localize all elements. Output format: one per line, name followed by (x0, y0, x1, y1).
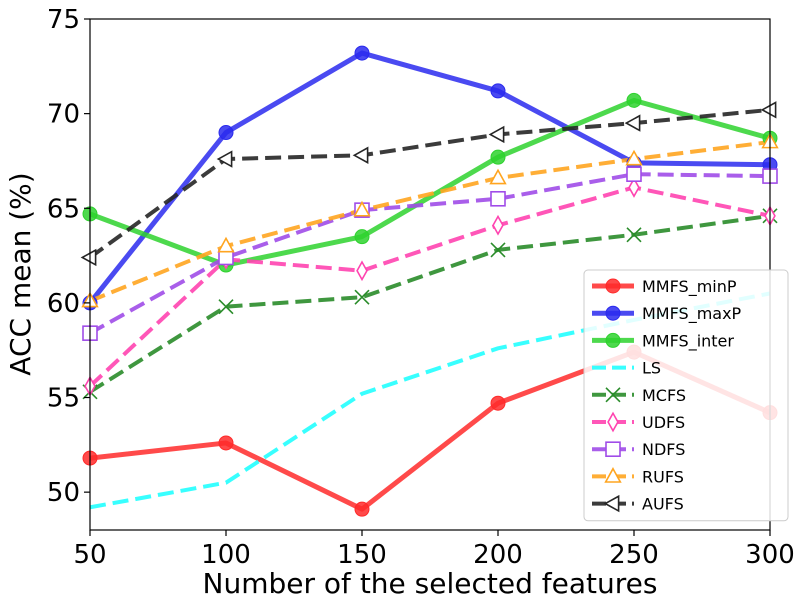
legend-marker-mmfs_maxp (605, 305, 621, 321)
y-tick-label: 65 (47, 194, 80, 224)
data-point-udfs (492, 214, 504, 236)
data-point-aufs (488, 125, 505, 144)
x-tick-label: 100 (201, 540, 251, 570)
data-point-mmfs_maxp (354, 45, 370, 61)
marker-stroke (354, 289, 370, 305)
legend-marker-ndfs (605, 441, 621, 458)
data-point-aufs (624, 114, 641, 132)
series-line-ndfs (90, 172, 770, 335)
y-tick-label: 75 (47, 5, 80, 35)
legend-label: LS (642, 359, 661, 378)
y-tick-label: 55 (47, 384, 80, 414)
y-tick-label: 50 (47, 478, 80, 508)
x-tick-label: 250 (609, 540, 659, 570)
data-point-rufs (489, 168, 507, 185)
legend-label: RUFS (642, 467, 684, 486)
x-axis-title: Number of the selected features (203, 567, 658, 600)
x-tick-label: 300 (745, 540, 795, 570)
data-point-mcfs (490, 242, 506, 258)
series-line-udfs (90, 185, 770, 388)
data-point-mcfs (354, 289, 370, 305)
data-point-mmfs_minp (218, 435, 234, 451)
marker-stroke (605, 387, 621, 403)
x-tick-label: 50 (73, 540, 106, 570)
legend-label: AUFS (642, 495, 684, 514)
data-point-udfs (356, 260, 368, 282)
data-point-mmfs_minp (354, 501, 370, 517)
legend-marker-mcfs (605, 387, 621, 403)
marker-stroke (626, 227, 642, 243)
series-line-mcfs (90, 213, 770, 394)
series-line-aufs (90, 107, 770, 260)
y-tick-label: 60 (47, 289, 80, 319)
data-point-aufs (80, 248, 97, 267)
y-tick-label: 70 (47, 100, 80, 130)
y-axis-title: ACC mean (%) (4, 172, 37, 375)
legend-marker-udfs (607, 411, 619, 433)
data-point-ndfs (490, 190, 506, 207)
data-point-mcfs (626, 227, 642, 243)
x-tick-label: 150 (337, 540, 387, 570)
data-point-aufs (760, 101, 777, 119)
legend-marker-mmfs_inter (605, 332, 621, 348)
legend-box (583, 269, 789, 522)
data-point-mmfs_minp (490, 395, 506, 411)
legend-label: NDFS (642, 440, 685, 459)
data-point-ndfs (626, 166, 642, 182)
legend-label: MMFS_minP (642, 277, 737, 297)
legend-label: UDFS (642, 413, 685, 432)
data-point-mmfs_inter (626, 92, 642, 108)
legend: MMFS_minP MMFS_maxP MMFS_inter LS MCFS UDFS ND… (583, 269, 789, 522)
data-point-udfs (628, 177, 640, 198)
legend-label: MCFS (642, 386, 686, 405)
legend-label: MMFS_maxP (642, 304, 742, 324)
axis-layer: 50 100 150 200 250 300 50 55 60 65 70 75 (47, 5, 795, 570)
legend-marker-rufs (604, 467, 622, 483)
data-point-mmfs_maxp (490, 83, 506, 99)
series-layer (90, 50, 770, 512)
data-point-mmfs_inter (354, 229, 370, 245)
data-point-rufs (625, 149, 643, 166)
series-line-rufs (90, 140, 770, 303)
data-point-aufs (352, 146, 369, 164)
data-point-mcfs (218, 299, 234, 315)
data-point-mmfs_inter (490, 149, 506, 165)
data-point-mmfs_maxp (218, 125, 234, 141)
series-line-mmfs_maxp (90, 50, 770, 305)
data-point-rufs (217, 236, 235, 253)
legend-marker-aufs (603, 494, 620, 513)
data-point-aufs (216, 150, 233, 168)
legend-marker-mmfs_minp (605, 278, 621, 294)
x-tick-label: 200 (473, 540, 523, 570)
legend-label: MMFS_inter (642, 331, 734, 351)
data-point-ndfs (218, 249, 234, 266)
data-point-rufs (353, 200, 371, 217)
marker-stroke (490, 242, 506, 258)
marker-stroke (218, 299, 234, 315)
